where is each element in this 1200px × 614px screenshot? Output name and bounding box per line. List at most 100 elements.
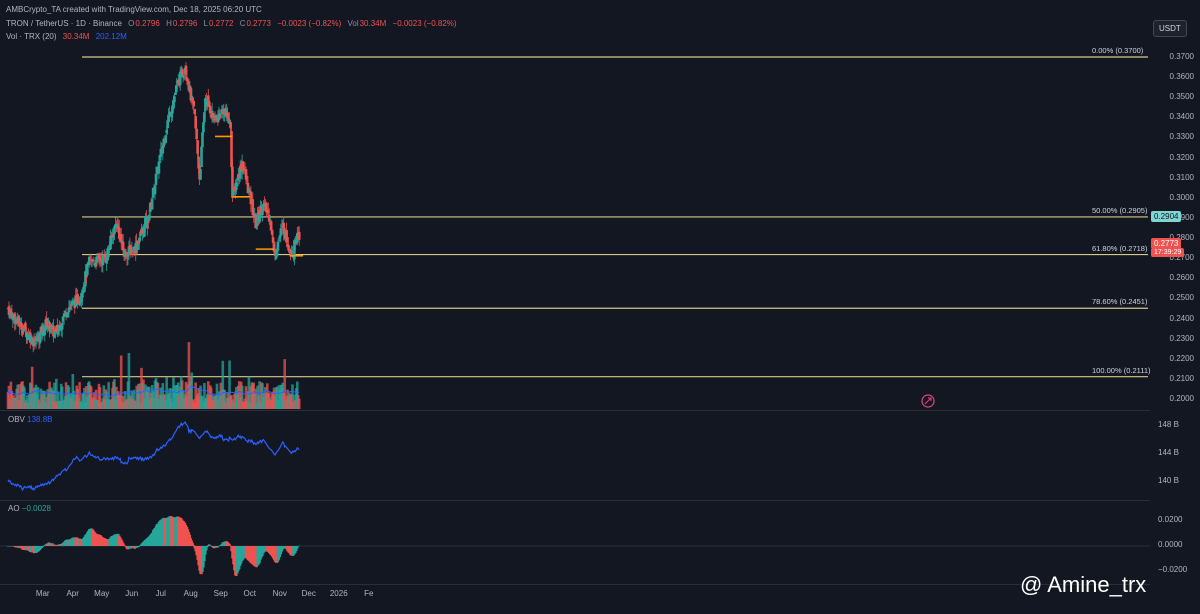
- volume-legend[interactable]: Vol · TRX (20) 30.34M 202.12M: [6, 32, 131, 41]
- candle-body: [192, 100, 196, 107]
- candle-body: [182, 72, 186, 74]
- volume-bar: [194, 382, 197, 409]
- symbol-name[interactable]: TRON / TetherUS · 1D · Binance: [6, 19, 122, 28]
- volume-bar: [36, 387, 40, 409]
- candle-body: [206, 95, 210, 101]
- candle-body: [49, 330, 52, 333]
- candle-body: [275, 248, 279, 256]
- fibonacci-retracement[interactable]: [82, 56, 1148, 378]
- candle-body: [207, 101, 211, 108]
- ao-bar: [122, 544, 126, 546]
- fib-level-label: 0.00% (0.3700): [1092, 46, 1144, 55]
- price-tick: 0.3200: [1169, 152, 1194, 162]
- obv-legend[interactable]: OBV 138.8B: [8, 415, 53, 424]
- ao-legend[interactable]: AO −0.0028: [8, 504, 51, 513]
- candle-body: [252, 213, 256, 217]
- low-label: L: [203, 19, 208, 28]
- candle-body: [57, 328, 60, 335]
- candle-body: [164, 135, 168, 144]
- price-tick: 0.3400: [1169, 112, 1194, 122]
- pane-separator-ao[interactable]: [0, 500, 1150, 501]
- candle-body: [97, 254, 101, 259]
- candle-body: [226, 112, 229, 119]
- price-tick: 0.2900: [1169, 212, 1194, 222]
- volume-bar: [102, 385, 106, 409]
- candle-body: [254, 214, 257, 229]
- price-tick: 0.3600: [1169, 72, 1194, 82]
- volume-bar: [165, 377, 168, 409]
- candle-body: [194, 116, 197, 129]
- volume-bar: [94, 389, 98, 409]
- candle-body: [87, 256, 91, 266]
- candle-body: [33, 343, 37, 344]
- candle-body: [67, 307, 71, 313]
- price-tick: 0.2500: [1169, 293, 1194, 303]
- candle-body: [214, 115, 218, 119]
- candle-body: [208, 105, 212, 114]
- candle-body: [185, 77, 189, 82]
- volume-bar: [98, 387, 102, 409]
- replay-icon[interactable]: [921, 394, 935, 408]
- candle-body: [245, 179, 249, 181]
- candle-body: [9, 309, 13, 313]
- fib-level-label: 50.00% (0.2905): [1092, 205, 1148, 215]
- volume-indicator-name[interactable]: Vol · TRX (20): [6, 32, 57, 41]
- ao-bar: [40, 546, 44, 548]
- volume-bar: [16, 384, 19, 409]
- time-tick: May: [94, 589, 110, 598]
- ao-tick: −0.0200: [1158, 565, 1188, 574]
- candle-body: [196, 140, 199, 154]
- candle-body: [290, 250, 293, 256]
- candle-body: [66, 312, 70, 315]
- candle-body: [82, 287, 85, 293]
- candle-body: [88, 258, 92, 260]
- symbol-legend[interactable]: TRON / TetherUS · 1D · Binance O0.2796 H…: [6, 19, 461, 28]
- vol-change: −0.0023 (−0.82%): [392, 19, 457, 28]
- candle-body: [53, 331, 56, 338]
- volume-bar: [228, 360, 231, 409]
- ao-bar: [206, 546, 209, 548]
- candle-body: [46, 325, 49, 329]
- candle-body: [238, 165, 242, 179]
- candle-body: [267, 214, 271, 222]
- candle-body: [154, 173, 158, 185]
- candle-body: [197, 156, 200, 169]
- candle-body: [255, 222, 258, 226]
- candle-body: [117, 227, 121, 239]
- close-value: 0.2773: [246, 19, 271, 28]
- candle-body: [270, 229, 274, 235]
- candle-body: [65, 313, 69, 317]
- ao-title[interactable]: AO: [8, 504, 20, 513]
- volume-bar: [43, 390, 47, 409]
- candle-body: [166, 120, 169, 129]
- time-tick: Jul: [155, 589, 166, 598]
- candlestick-series: [6, 62, 301, 353]
- candle-body: [184, 65, 188, 75]
- support-lines[interactable]: [215, 135, 304, 257]
- open-value: 0.2796: [135, 19, 160, 28]
- volume-bar: [170, 388, 173, 409]
- volume-bars: [6, 342, 301, 409]
- time-tick: Oct: [243, 589, 256, 598]
- volume-bar: [258, 381, 261, 409]
- author-watermark: @ Amine_trx: [1020, 572, 1147, 597]
- price-tick: 0.2100: [1169, 373, 1194, 383]
- candle-body: [199, 168, 202, 180]
- candle-body: [181, 74, 185, 78]
- price-tick: 0.3000: [1169, 192, 1194, 202]
- ao-value: −0.0028: [21, 504, 51, 513]
- chart-author-line: AMBCrypto_TA created with TradingView.co…: [6, 5, 262, 14]
- obv-title[interactable]: OBV: [8, 415, 25, 424]
- volume-bar: [247, 376, 251, 409]
- ao-bar: [41, 546, 45, 547]
- pane-separator-obv[interactable]: [0, 410, 1150, 411]
- candle-body: [287, 245, 290, 251]
- candle-body: [147, 214, 151, 221]
- ao-histogram: [6, 516, 301, 576]
- price-axis[interactable]: USDT 0.3700 0.3600 0.3500 0.3400 0.3300 0.320…: [1150, 0, 1200, 614]
- change-value: −0.0023 (−0.82%): [277, 19, 342, 28]
- volume-bar: [83, 387, 86, 409]
- candle-body: [20, 322, 23, 330]
- currency-button[interactable]: USDT: [1153, 20, 1187, 37]
